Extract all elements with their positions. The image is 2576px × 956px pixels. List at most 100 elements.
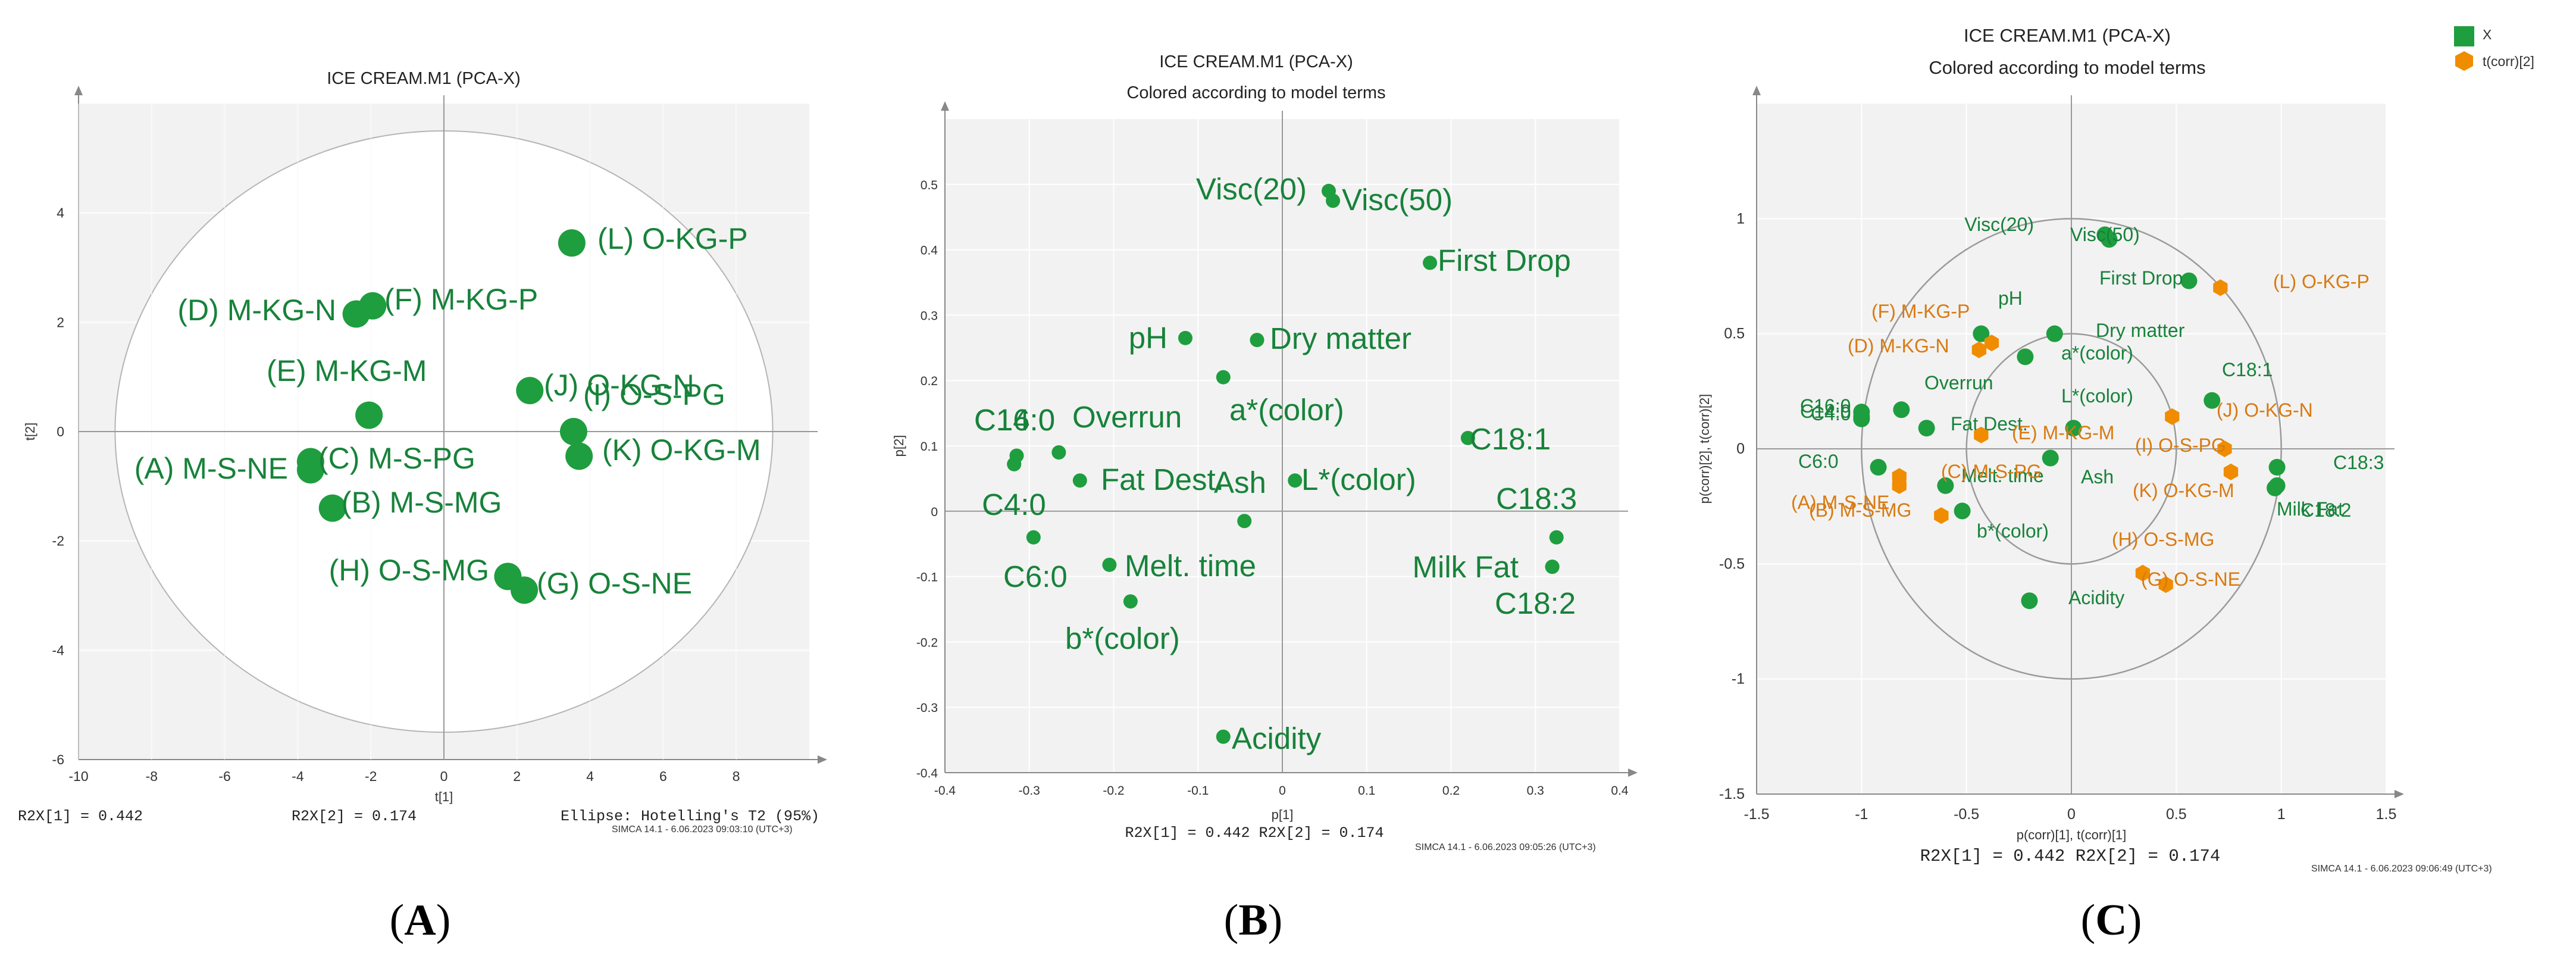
panel-b-x-tick-label: 0.3 <box>1527 784 1544 798</box>
panel-b-point-label-fat-dest: Fat Dest. <box>1101 463 1224 496</box>
panel-c-point-marker-fat-dest <box>1918 420 1935 437</box>
panel-a-caption-letter: A <box>404 896 436 945</box>
panel-c-point-label-b-m-s-mg: (B) M-S-MG <box>1809 499 1911 521</box>
panel-c-title: ICE CREAM.M1 (PCA-X) <box>1964 25 2171 46</box>
panel-a-footer-mid: R2X[2] = 0.174 <box>292 808 417 825</box>
panel-a-point-marker-i-o-s-pg <box>559 418 587 445</box>
panel-b-point-marker-first-drop <box>1423 255 1438 270</box>
panel-c-hex-marker-d-m-kg-n <box>1971 341 1986 358</box>
panel-c-point-label-milk-fat: Milk Fat <box>2277 498 2343 520</box>
panel-a-footer-left: R2X[1] = 0.442 <box>18 808 143 825</box>
panel-b-footer: R2X[1] = 0.442 R2X[2] = 0.174 <box>1125 824 1384 842</box>
panel-c-point-label-c4-0: C4:0 <box>1811 403 1851 424</box>
panel-a-y-tick-label: -2 <box>52 533 64 549</box>
panel-b-watermark: SIMCA 14.1 - 6.06.2023 09:05:26 (UTC+3) <box>1415 842 1596 852</box>
panel-c-point-marker-b-color <box>1954 502 1971 520</box>
panel-c-point-marker-first-drop <box>2180 272 2198 289</box>
panel-c-hex-marker-f-m-kg-p <box>1984 335 1999 352</box>
panel-b-point-label-ph: pH <box>1129 321 1168 355</box>
panel-a-x-tick-label: -10 <box>68 768 88 784</box>
legend-tcorr-marker <box>2455 51 2473 71</box>
panel-b-point-label-c18-3: C18:3 <box>1496 482 1577 516</box>
panel-b-caption: (B) <box>1224 896 1283 945</box>
panel-a-x-axis-label: t[1] <box>435 789 453 804</box>
panel-b-point-label-melt-time: Melt. time <box>1125 549 1256 583</box>
panel-b-point-label-c18-1: C18:1 <box>1470 422 1551 456</box>
panel-a-point-label-d-m-kg-n: (D) M-KG-N <box>177 293 336 327</box>
panel-b-point-label-c18-2: C18:2 <box>1495 586 1576 620</box>
panel-b-x-tick-label: 0.4 <box>1611 784 1629 798</box>
panel-c-hex-marker-k-o-kg-m <box>2223 463 2239 480</box>
panel-c-correlation-circle <box>1861 218 2282 680</box>
panel-c-point-marker-c6-0 <box>1870 458 1887 476</box>
panel-a-point-marker-l-o-kg-p <box>558 229 586 257</box>
panel-c-point-marker-c4-0 <box>1853 410 1870 427</box>
panel-c-x-tick-label: 0 <box>2067 806 2076 823</box>
panel-a-x-tick-label: 0 <box>440 768 448 784</box>
panel-c-x-tick-label: 0.5 <box>2166 806 2187 823</box>
panel-c-legend: X t(corr)[2] <box>2454 26 2534 71</box>
panel-c-hex-marker-l-o-kg-p <box>2213 279 2228 296</box>
panel-b-point-label-c6-0: C6:0 <box>1003 560 1068 593</box>
panel-b-point-label-visc-50: Visc(50) <box>1342 183 1453 217</box>
panel-b-y-axis-label: p[2] <box>891 435 906 457</box>
panel-c-point-marker-c18-2 <box>2268 477 2286 494</box>
panel-b-caption-letter: B <box>1238 896 1267 945</box>
panel-c-point-label-c14-0: C14:0 <box>1800 401 1851 422</box>
panel-a-plot-area: -10 -8 -6 -4 -2 0 2 4 6 8 -6 -4 -2 0 2 4 t[1] t[2] (L) O-K… <box>23 86 827 804</box>
panel-c-point-label-melt-time: Melt. time <box>1961 465 2044 486</box>
panel-a-point-marker-k-o-kg-m <box>565 442 593 470</box>
panel-c-watermark: SIMCA 14.1 - 6.06.2023 09:06:49 (UTC+3) <box>2311 864 2492 874</box>
panel-a-x-tick-label: -8 <box>146 768 158 784</box>
panel-c-y-tick-label: -0.5 <box>1719 555 1745 572</box>
panel-b-point-marker-a-color <box>1216 370 1231 385</box>
panel-a-y-axis-label: t[2] <box>23 423 37 441</box>
panel-c-point-label-ph: pH <box>1998 288 2023 309</box>
panel-c-point-label-acidity: Acidity <box>2068 587 2124 608</box>
panel-c-point-label-visc-50: Visc(50) <box>2070 224 2140 245</box>
panel-b-point-marker-c18-3 <box>1549 530 1564 545</box>
panel-c-point-marker-acidity <box>2021 592 2038 610</box>
panel-a-x-tick-label: 4 <box>586 768 594 784</box>
panel-c-point-label-c16-0: C16:0 <box>1800 395 1851 417</box>
panel-a-point-label-k-o-kg-m: (K) O-KG-M <box>602 433 761 467</box>
panel-c-x-tick-label: -1 <box>1855 806 1868 823</box>
panel-a-footer-right: Ellipse: Hotelling's T2 (95%) <box>561 808 819 825</box>
panel-a-title: ICE CREAM.M1 (PCA-X) <box>327 69 520 88</box>
panel-a-point-label-e-m-kg-m: (E) M-KG-M <box>267 354 427 388</box>
panel-c-y-tick-label: 0.5 <box>1724 326 1745 342</box>
panel-c-point-marker-ph <box>1973 325 1990 342</box>
panel-c-hex-marker-b-m-s-mg <box>1934 507 1949 524</box>
panel-b-point-label-c14-0: C14:0 <box>974 403 1055 437</box>
panel-b-x-tick-label: -0.1 <box>1187 784 1209 798</box>
panel-c-point-label-c-m-s-pg: (C) M-S-PG <box>1941 461 2042 482</box>
panel-a-y-tick-label: 2 <box>57 314 64 330</box>
panel-c-point-label-c6-0: C6:0 <box>1798 451 1839 472</box>
panel-a-point-marker-e-m-kg-m <box>355 401 383 429</box>
panel-b-loading-plot: ICE CREAM.M1 (PCA-X) Colored according t… <box>891 52 1638 945</box>
panel-c-point-label-c18-3: C18:3 <box>2333 452 2384 473</box>
panel-c-y-tick-label: 0 <box>1736 440 1745 457</box>
panel-b-point-marker-overrun <box>1051 445 1066 460</box>
panel-a-y-tick-label: -4 <box>52 642 65 658</box>
panel-c-y-axis-label: p(corr)[2], t(corr)[2] <box>1697 394 1712 504</box>
panel-b-y-axis-arrow <box>941 101 949 111</box>
panel-b-y-tick-label: 0.2 <box>921 374 938 388</box>
panel-a-point-marker-f-m-kg-p <box>359 292 387 320</box>
panel-b-x-tick-label: 0.1 <box>1358 784 1375 798</box>
panel-c-point-label-f-m-kg-p: (F) M-KG-P <box>1871 301 1970 322</box>
panel-b-title: ICE CREAM.M1 (PCA-X) <box>1159 52 1353 71</box>
panel-c-footer: R2X[1] = 0.442 R2X[2] = 0.174 <box>1920 846 2221 866</box>
panel-b-y-tick-label: 0.5 <box>921 179 938 192</box>
panel-c-point-marker-a-color <box>2017 348 2034 365</box>
panel-b-point-label-visc-20: Visc(20) <box>1196 172 1307 206</box>
panel-b-point-label-c16-0: C16:0 <box>974 403 1055 437</box>
panel-a-x-tick-label: -2 <box>365 768 377 784</box>
panel-a-x-tick-label: 2 <box>513 768 521 784</box>
panel-c-caption: (C) <box>2081 896 2142 945</box>
panel-b-y-tick-label: 0.4 <box>921 244 938 258</box>
panel-a-point-label-j-o-kg-n: (J) O-KG-N <box>544 368 694 402</box>
panel-c-hex-marker-j-o-kg-n <box>2165 408 2180 425</box>
legend-x-marker <box>2454 26 2474 46</box>
panel-a-y-axis-arrow <box>74 86 83 95</box>
